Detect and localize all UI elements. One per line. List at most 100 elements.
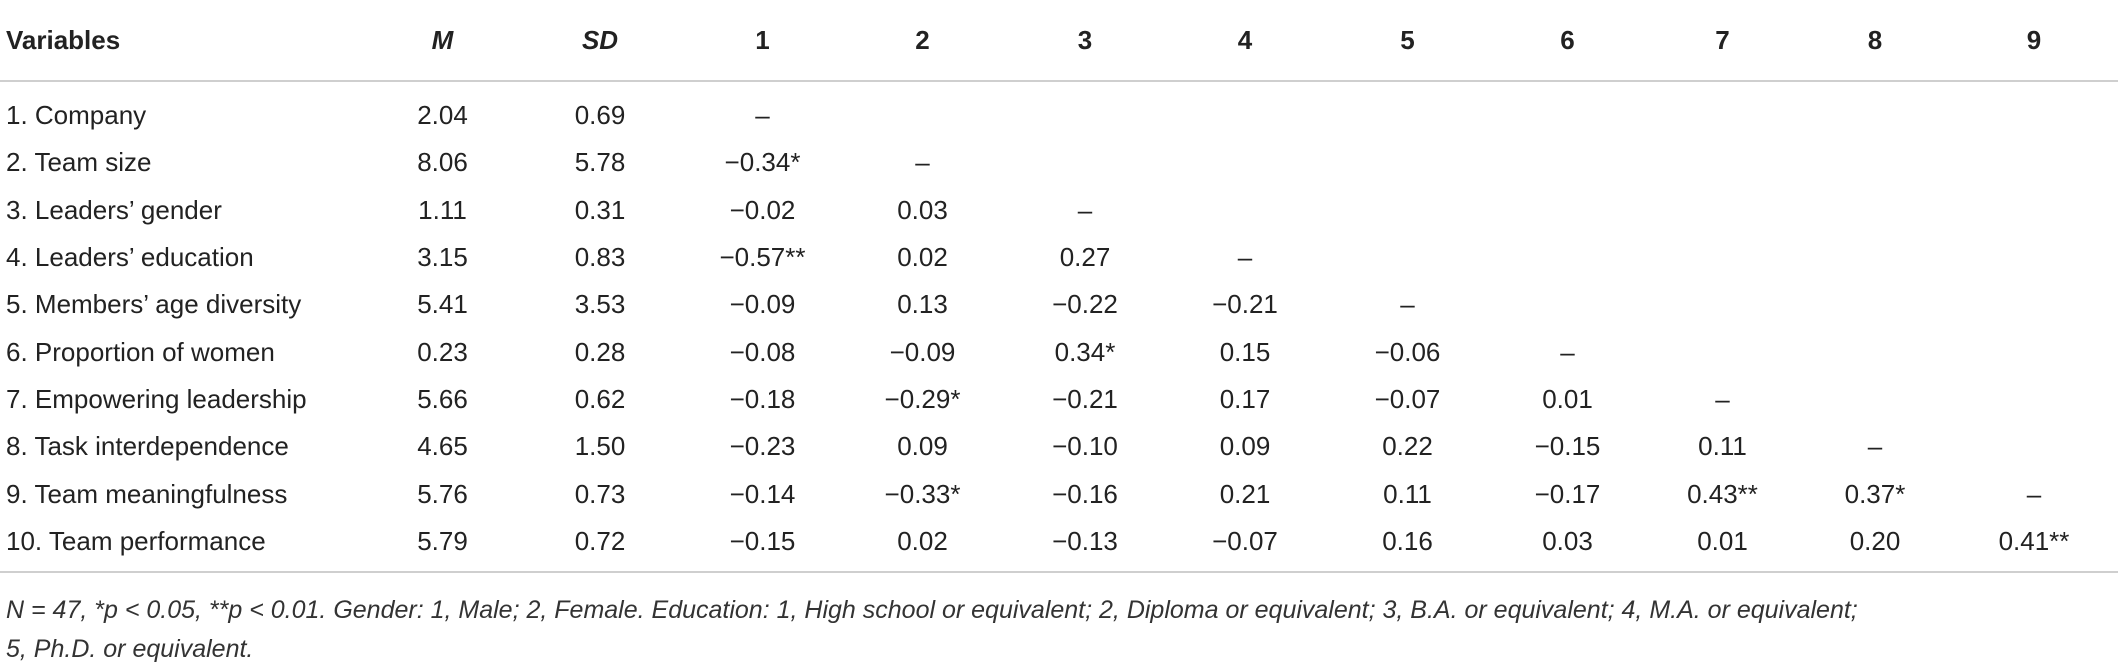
table-cell <box>1005 81 1165 139</box>
table-row: 10. Team performance 5.79 0.72 −0.15 0.02 −0.… <box>0 517 2118 573</box>
table-cell: 0.21 <box>1219 478 1271 509</box>
table-cell: 0.11 <box>1383 478 1432 509</box>
table-cell: 0.01 <box>1645 517 1800 573</box>
table-cell <box>1800 281 1950 328</box>
table-cell: 4.65 <box>417 431 468 462</box>
table-cell <box>1645 139 1800 186</box>
table-cell: −0.21 <box>1052 383 1118 414</box>
table-cell <box>1800 139 1950 186</box>
table-cell <box>1800 187 1950 234</box>
table-cell: 0.13 <box>897 289 948 320</box>
table-cell: −0.07 <box>1374 383 1441 414</box>
correlation-table: Variables M SD 1 2 3 4 5 6 7 8 9 1. Company 2.04 0.69… <box>0 0 2118 573</box>
table-cell <box>1325 187 1490 234</box>
table-cell <box>1645 328 1800 375</box>
table-cell: 0.03 <box>897 194 948 225</box>
header-col-1: 1 <box>685 0 840 82</box>
table-cell <box>1165 81 1325 139</box>
table-cell: 5.76 <box>417 478 468 509</box>
variable-label: 7. Empowering leadership <box>6 383 307 414</box>
table-row: 6. Proportion of women 0.23 0.28 −0.08 −0.09… <box>0 328 2118 375</box>
header-col-4: 4 <box>1165 0 1325 82</box>
table-cell: −0.09 <box>729 289 796 320</box>
variable-label: 2. Team size <box>6 147 152 178</box>
table-cell <box>1950 139 2118 186</box>
table-cell: – <box>1237 242 1253 273</box>
table-cell: −0.34* <box>724 147 801 178</box>
table-cell: −0.23 <box>729 431 796 462</box>
table-cell: −0.18 <box>729 383 796 414</box>
table-cell <box>1490 187 1645 234</box>
table-cell: −0.15 <box>1534 431 1601 462</box>
table-cell <box>1005 139 1165 186</box>
table-cell <box>840 81 1005 139</box>
table-cell <box>1645 81 1800 139</box>
table-cell: 0.62 <box>574 383 626 414</box>
table-cell: −0.15 <box>685 517 840 573</box>
table-cell: – <box>1715 383 1730 414</box>
table-cell: 0.02 <box>897 242 948 273</box>
table-cell: 3.53 <box>574 289 626 320</box>
table-cell <box>1950 187 2118 234</box>
table-header-row: Variables M SD 1 2 3 4 5 6 7 8 9 <box>0 0 2118 82</box>
table-cell <box>1800 234 1950 281</box>
table-cell <box>1490 281 1645 328</box>
table-cell: 0.09 <box>1219 431 1271 462</box>
table-row: 8. Task interdependence 4.65 1.50 −0.23 0.09… <box>0 423 2118 470</box>
table-row: 7. Empowering leadership 5.66 0.62 −0.18 −0.… <box>0 376 2118 423</box>
table-row: 9. Team meaningfulness 5.76 0.73 −0.14 −0.33… <box>0 470 2118 517</box>
table-cell: 5.66 <box>417 383 468 414</box>
table-cell: 0.43** <box>1687 478 1758 509</box>
table-cell <box>1325 234 1490 281</box>
table-cell: 8.06 <box>417 147 468 178</box>
table-cell: 0.20 <box>1800 517 1950 573</box>
table-cell: −0.33* <box>884 478 961 509</box>
table-cell: – <box>1400 289 1415 320</box>
header-col-5: 5 <box>1325 0 1490 82</box>
table-row: 1. Company 2.04 0.69 – <box>0 81 2118 139</box>
table-cell: 0.15 <box>1219 336 1271 367</box>
table-cell <box>1950 423 2118 470</box>
table-cell: – <box>755 100 770 131</box>
table-cell: 0.02 <box>840 517 1005 573</box>
table-cell <box>1950 376 2118 423</box>
table-cell: 1.11 <box>418 194 467 225</box>
variable-label: 10. Team performance <box>0 517 370 573</box>
table-cell <box>1490 81 1645 139</box>
table-cell: 0.23 <box>417 336 468 367</box>
table-cell: 0.69 <box>574 100 626 131</box>
table-cell: 0.01 <box>1542 383 1593 414</box>
table-cell <box>1800 376 1950 423</box>
table-cell <box>1645 281 1800 328</box>
table-cell: 0.28 <box>574 336 626 367</box>
table-cell: – <box>915 147 930 178</box>
table-cell: 0.17 <box>1219 383 1271 414</box>
header-mean: M <box>370 0 515 82</box>
table-cell: 1.50 <box>574 431 626 462</box>
table-cell: 0.37* <box>1844 478 1906 509</box>
variable-label: 5. Members’ age diversity <box>6 289 302 320</box>
table-cell: – <box>1560 336 1575 367</box>
table-cell <box>1950 281 2118 328</box>
table-cell: −0.16 <box>1052 478 1118 509</box>
table-cell: 0.09 <box>897 431 948 462</box>
table-cell: −0.10 <box>1052 431 1118 462</box>
table-cell: −0.22 <box>1052 289 1118 320</box>
table-cell <box>1950 81 2118 139</box>
table-cell <box>1325 139 1490 186</box>
table-cell: 5.41 <box>417 289 468 320</box>
table-row: 4. Leaders’ education 3.15 0.83 −0.57** 0.02… <box>0 234 2118 281</box>
table-cell: – <box>1077 194 1093 225</box>
table-cell <box>1490 234 1645 281</box>
header-col-9: 9 <box>1950 0 2118 82</box>
header-sd: SD <box>515 0 685 82</box>
header-col-7: 7 <box>1645 0 1800 82</box>
table-cell: −0.57** <box>719 242 806 273</box>
table-cell: −0.14 <box>729 478 796 509</box>
table-row: 2. Team size 8.06 5.78 −0.34* – <box>0 139 2118 186</box>
table-cell: – <box>2026 478 2042 509</box>
table-cell: 0.11 <box>1698 431 1747 462</box>
table-cell: −0.21 <box>1212 289 1278 320</box>
table-cell: 0.03 <box>1490 517 1645 573</box>
table-cell: 0.34* <box>1054 336 1116 367</box>
